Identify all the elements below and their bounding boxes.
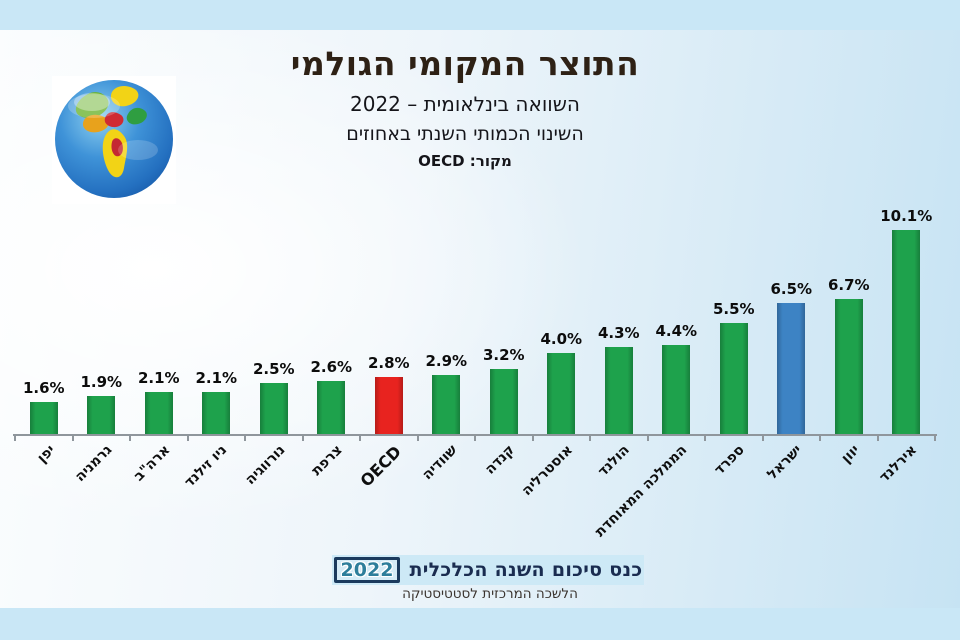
axis-tick xyxy=(704,436,706,441)
bar-slot: 4.0% אוסטרליה xyxy=(519,0,591,499)
chart-bar xyxy=(144,392,173,434)
bar-value-label: 3.2% xyxy=(482,346,525,364)
category-label: אוסטרליה xyxy=(518,442,576,500)
axis-tick xyxy=(761,436,764,441)
category-label: OECD xyxy=(356,442,406,491)
axis-tick xyxy=(589,436,591,441)
x-axis xyxy=(13,434,937,436)
chart-bar xyxy=(29,402,58,434)
bar-slot: 1.9% גרמניה xyxy=(72,0,131,485)
chart-bar xyxy=(719,323,748,434)
bar-value-label: 6.5% xyxy=(770,280,813,298)
chart-bar xyxy=(777,303,806,434)
bar-value-label: 2.1% xyxy=(137,369,180,387)
category-label: הולנד xyxy=(595,442,634,480)
bar-slot: 4.3% הולנד xyxy=(590,0,648,480)
axis-tick xyxy=(934,436,936,441)
chart-bar xyxy=(547,353,576,434)
category-label: יוון xyxy=(838,442,864,467)
bar-slot: 2.5% נורווגיה xyxy=(242,0,303,488)
bar-slot: 1.6% יפן xyxy=(15,0,73,466)
chart-bar xyxy=(317,381,346,434)
top-band xyxy=(0,0,960,30)
subtitle-measure: השינוי הכמותי השנתי באחוזים xyxy=(346,123,584,145)
axis-tick xyxy=(301,436,304,441)
category-label: נורווגיה xyxy=(241,442,289,489)
chart-bar xyxy=(892,230,921,434)
chart-bar xyxy=(604,347,633,434)
bar-value-label: 2.6% xyxy=(310,358,353,376)
bar-chart: 1.6% יפן 1.9% גרמניה 2.1% ארה"ב 2.1% ניו זילנד 2… xyxy=(13,0,937,640)
bar-slot: 2.1% ניו זילנד xyxy=(182,0,246,491)
bar-slot: 6.7% יוון xyxy=(820,0,878,466)
category-label: ישראל xyxy=(764,442,806,483)
bar-value-label: 6.7% xyxy=(827,276,870,294)
bar-slot: 4.4% הממלכה המאוחדת xyxy=(592,0,706,540)
bar-slot: 2.6% צרפת xyxy=(303,0,361,479)
axis-tick xyxy=(474,436,476,441)
axis-tick xyxy=(14,436,16,441)
globe-icon xyxy=(50,72,178,206)
bar-slot: 2.1% ארה"ב xyxy=(130,0,188,484)
category-label: יפן xyxy=(33,442,59,467)
bar-value-label: 2.9% xyxy=(425,352,468,370)
bar-value-label: 4.0% xyxy=(540,330,583,348)
axis-tick xyxy=(646,436,649,441)
bar-value-label: 1.9% xyxy=(80,373,123,391)
source-label: מקור: OECD xyxy=(418,152,512,170)
page-title: התוצר המקומי הגולמי xyxy=(290,44,640,83)
chart-bar xyxy=(202,392,231,434)
category-label: ספרד xyxy=(711,442,749,479)
header: התוצר המקומי הגולמי השוואה בינלאומית – 2… xyxy=(0,44,930,170)
footer-banner: כנס סיכום השנה הכלכלית 2022 xyxy=(332,555,644,585)
axis-tick xyxy=(186,436,189,441)
chart-bar xyxy=(87,396,116,434)
axis-tick xyxy=(819,436,821,441)
bar-slot: 6.5% ישראל xyxy=(763,0,821,483)
year-badge: 2022 xyxy=(333,557,401,583)
bar-value-label: 10.1% xyxy=(880,207,933,225)
chart-bar xyxy=(259,383,288,434)
bar-slot: 5.5% ספרד xyxy=(705,0,763,478)
bar-value-label: 2.1% xyxy=(195,369,238,387)
bar-value-label: 4.3% xyxy=(597,324,640,342)
bar-slot: 2.9% שוודיה xyxy=(418,0,476,483)
axis-tick xyxy=(876,436,879,441)
bar-slot: 2.8% OECD xyxy=(357,0,418,490)
axis-tick xyxy=(129,436,131,441)
category-label: גרמניה xyxy=(72,442,116,486)
bar-value-label: 5.5% xyxy=(712,300,755,318)
category-label: ניו זילנד xyxy=(181,442,231,491)
credit-line: הלשכה המרכזית לסטטיסטיקה xyxy=(402,586,578,602)
category-label: צרפת xyxy=(308,442,346,480)
bar-slot: 3.2% קנדה xyxy=(475,0,533,478)
chart-bar xyxy=(489,369,518,434)
axis-tick xyxy=(71,436,74,441)
category-label: שוודיה xyxy=(419,442,461,484)
chart-bar xyxy=(834,299,863,434)
axis-tick xyxy=(531,436,534,441)
bar-value-label: 4.4% xyxy=(655,322,698,340)
axis-tick xyxy=(416,436,419,441)
chart-bar xyxy=(432,375,461,434)
subtitle-comparison: השוואה בינלאומית – 2022 xyxy=(350,92,580,116)
axis-tick xyxy=(244,436,246,441)
chart-bar xyxy=(374,377,403,434)
category-label: קנדה xyxy=(482,442,519,478)
bar-value-label: 2.5% xyxy=(252,360,295,378)
bar-value-label: 1.6% xyxy=(22,379,65,397)
bar-slot: 10.1% אירלנד xyxy=(877,0,936,486)
bar-value-label: 2.8% xyxy=(367,354,410,372)
axis-tick xyxy=(359,436,361,441)
chart-bar xyxy=(662,345,691,434)
category-label: אירלנד xyxy=(876,442,921,486)
bottom-band xyxy=(0,608,960,640)
category-label: ארה"ב xyxy=(130,442,174,485)
conference-title: כנס סיכום השנה הכלכלית xyxy=(409,559,643,581)
